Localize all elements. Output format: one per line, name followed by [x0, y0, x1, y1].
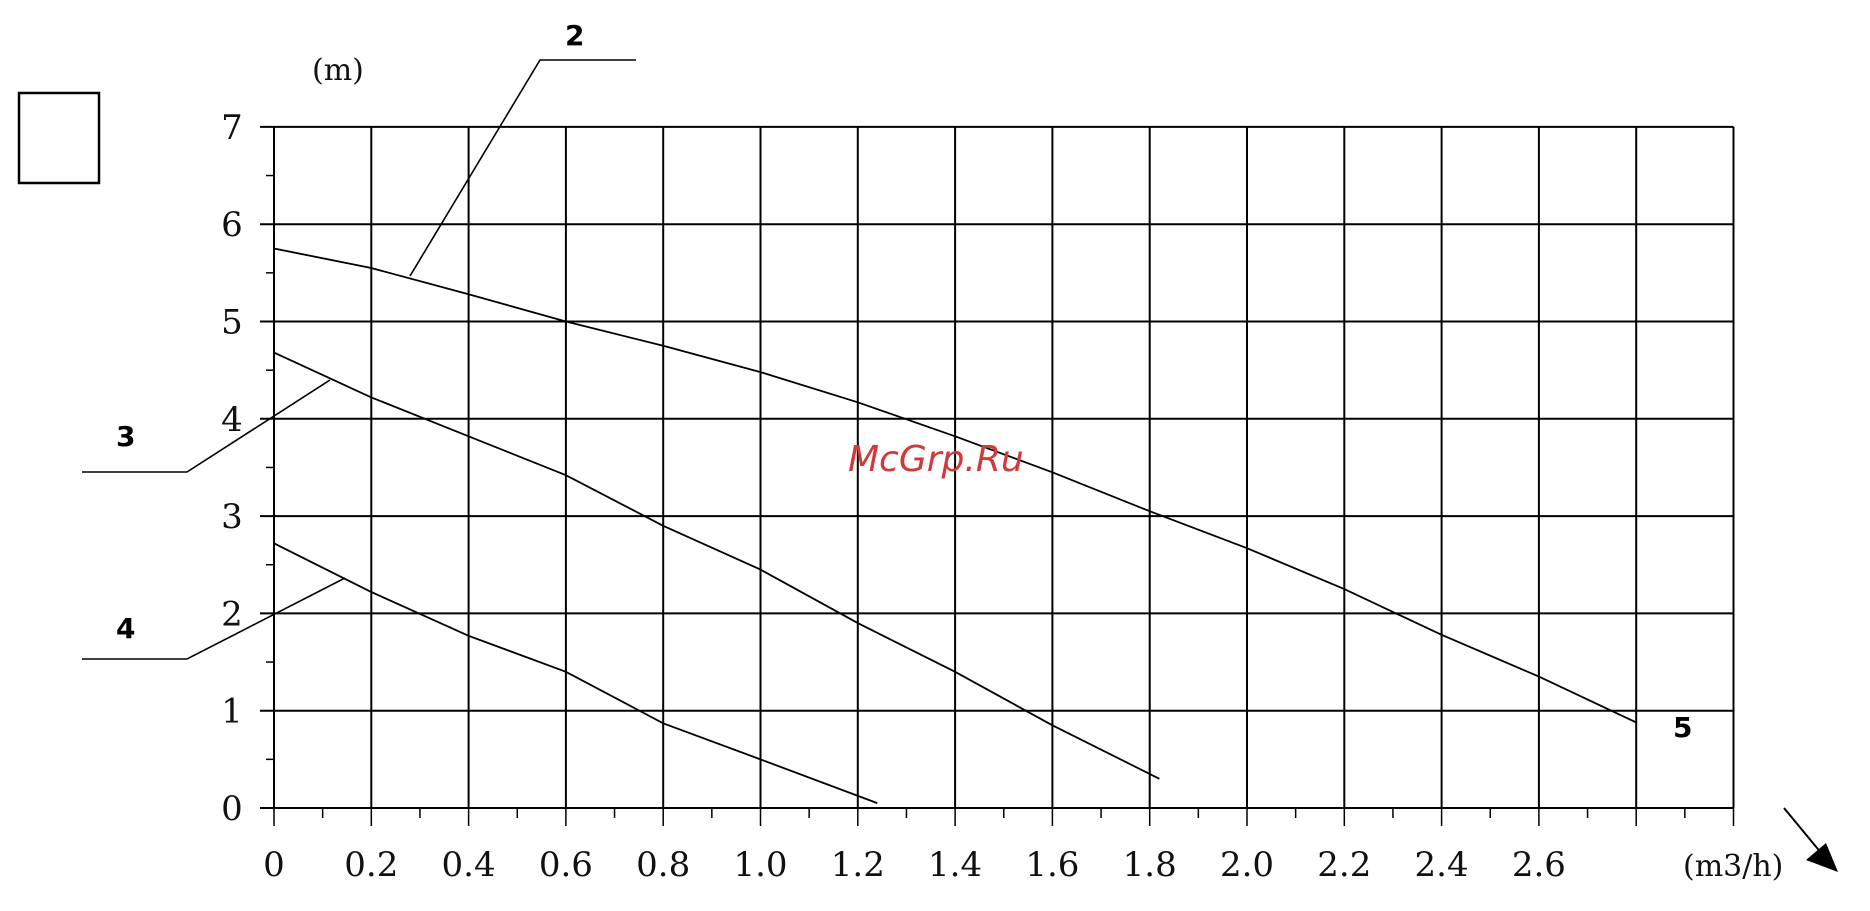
minor-ticks	[266, 174, 1735, 826]
y-tick-label: 0	[221, 789, 243, 829]
y-tick-label: 6	[221, 205, 243, 245]
x-tick-label: 0.8	[636, 845, 690, 885]
x-tick-label: 1.4	[928, 845, 982, 885]
y-tick-label: 7	[221, 108, 243, 148]
corner-box	[17, 91, 101, 185]
x-tick-label: 2.4	[1415, 845, 1469, 885]
callout-label-2: 2	[565, 19, 584, 52]
x-tick-label: 2.0	[1220, 845, 1274, 885]
callout-label-4: 4	[116, 612, 135, 645]
arrow-down-right-icon	[1806, 843, 1838, 872]
y-tick-label: 5	[221, 303, 243, 343]
curve-3	[273, 351, 1160, 780]
callout-label-3: 3	[116, 420, 135, 453]
x-tick-labels: 0 0.2 0.4 0.6 0.8 1.0 1.2 1.4 1.6 1.8 2.0 2.2 2.4 2.6	[263, 845, 1566, 885]
curve-5	[273, 247, 1637, 724]
arrow-shaft	[1783, 807, 1823, 855]
curves	[273, 247, 1637, 804]
x-tick-label: 1.8	[1123, 845, 1177, 885]
callout-label-5: 5	[1673, 711, 1692, 744]
x-tick-label: 0.2	[344, 845, 398, 885]
y-tick-label: 3	[221, 497, 243, 537]
leader-line-2	[409, 59, 636, 277]
x-axis-label: (m3/h)	[1683, 849, 1783, 884]
x-tick-label: 1.0	[733, 845, 787, 885]
curve-4	[273, 542, 878, 804]
watermark: McGrp.Ru	[848, 439, 1024, 480]
y-tick-label: 4	[221, 400, 243, 440]
y-tick-labels: 0 1 2 3 4 5 6 7	[221, 108, 243, 829]
x-tick-label: 2.2	[1317, 845, 1371, 885]
y-axis-label: (m)	[312, 53, 364, 88]
y-tick-label: 1	[221, 692, 243, 732]
grid	[260, 125, 1735, 809]
leader-line-3	[82, 379, 331, 473]
x-tick-label: 0.4	[442, 845, 496, 885]
x-tick-label: 1.2	[831, 845, 885, 885]
x-tick-label: 0.6	[539, 845, 593, 885]
x-tick-label: 1.6	[1025, 845, 1079, 885]
x-tick-label: 2.6	[1512, 845, 1566, 885]
y-tick-label: 2	[221, 594, 243, 634]
leader-line-4	[82, 577, 346, 660]
x-tick-label: 0	[263, 845, 285, 885]
